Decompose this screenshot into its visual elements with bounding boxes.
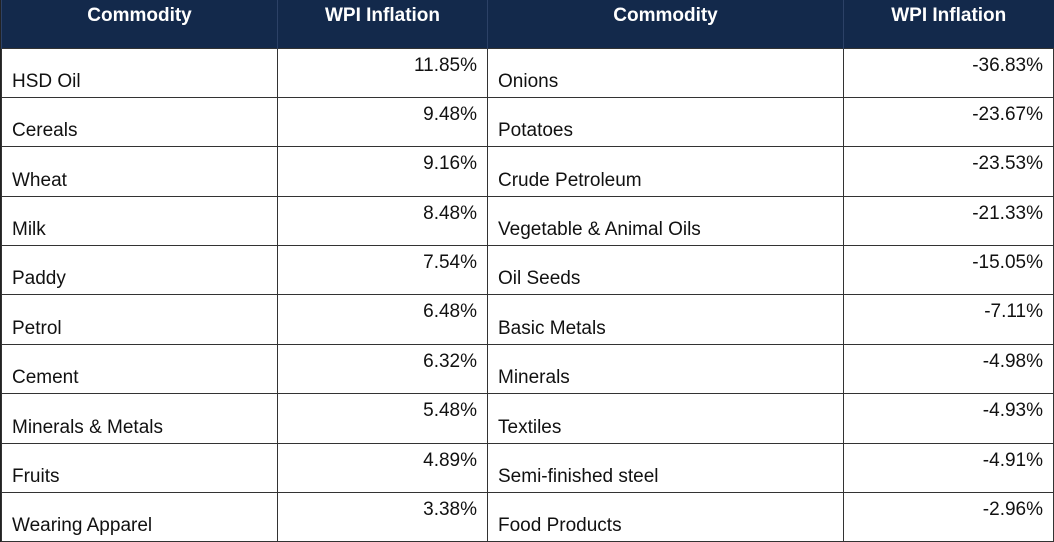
inflation-cell: -21.33% xyxy=(843,195,1054,247)
table-row: Paddy 7.54% Oil Seeds -15.05% xyxy=(1,245,1054,296)
header-cell: WPI Inflation xyxy=(843,0,1054,48)
commodity-cell: Minerals & Metals xyxy=(1,393,278,444)
inflation-cell: -4.98% xyxy=(843,343,1054,395)
commodity-cell: Petrol xyxy=(1,294,278,345)
inflation-cell: -15.05% xyxy=(843,245,1054,296)
commodity-cell: Onions xyxy=(487,47,844,98)
inflation-cell: 9.48% xyxy=(277,96,488,148)
table-row: Wearing Apparel 3.38% Food Products -2.96% xyxy=(1,492,1054,542)
inflation-cell: 9.16% xyxy=(277,146,488,197)
commodity-cell: Crude Petroleum xyxy=(487,146,844,197)
inflation-cell: -4.93% xyxy=(843,393,1054,444)
inflation-cell: -23.53% xyxy=(843,146,1054,197)
table-row: Fruits 4.89% Semi-finished steel -4.91% xyxy=(1,442,1054,494)
table-row: HSD Oil 11.85% Onions -36.83% xyxy=(1,47,1054,98)
header-cell: WPI Inflation xyxy=(277,0,488,48)
commodity-cell: Fruits xyxy=(1,442,278,494)
commodity-cell: Food Products xyxy=(487,492,844,542)
inflation-cell: -2.96% xyxy=(843,492,1054,542)
inflation-cell: 8.48% xyxy=(277,195,488,247)
table-row: Cement 6.32% Minerals -4.98% xyxy=(1,343,1054,395)
table-row: Cereals 9.48% Potatoes -23.67% xyxy=(1,96,1054,148)
commodity-cell: Cereals xyxy=(1,96,278,148)
inflation-cell: 11.85% xyxy=(277,47,488,98)
header-row: Commodity WPI Inflation Commodity WPI Infla… xyxy=(1,0,1054,48)
inflation-cell: 5.48% xyxy=(277,393,488,444)
inflation-cell: -4.91% xyxy=(843,442,1054,494)
commodity-cell: Textiles xyxy=(487,393,844,444)
commodity-cell: Minerals xyxy=(487,343,844,395)
inflation-cell: 6.48% xyxy=(277,294,488,345)
table-row: Milk 8.48% Vegetable & Animal Oils -21.33% xyxy=(1,195,1054,247)
inflation-cell: 4.89% xyxy=(277,442,488,494)
table-row: Minerals & Metals 5.48% Textiles -4.93% xyxy=(1,393,1054,444)
commodity-cell: HSD Oil xyxy=(1,47,278,98)
commodity-cell: Basic Metals xyxy=(487,294,844,345)
inflation-cell: -36.83% xyxy=(843,47,1054,98)
commodity-cell: Semi-finished steel xyxy=(487,442,844,494)
inflation-cell: 6.32% xyxy=(277,343,488,395)
table-body: HSD Oil 11.85% Onions -36.83% Cereals 9.48% Po… xyxy=(1,47,1054,542)
commodity-cell: Cement xyxy=(1,343,278,395)
header-cell: Commodity xyxy=(487,0,844,48)
commodity-cell: Paddy xyxy=(1,245,278,296)
commodity-cell: Milk xyxy=(1,195,278,247)
inflation-cell: 3.38% xyxy=(277,492,488,542)
inflation-cell: 7.54% xyxy=(277,245,488,296)
commodity-cell: Oil Seeds xyxy=(487,245,844,296)
table-row: Wheat 9.16% Crude Petroleum -23.53% xyxy=(1,146,1054,197)
commodity-cell: Vegetable & Animal Oils xyxy=(487,195,844,247)
commodity-cell: Wearing Apparel xyxy=(1,492,278,542)
commodity-cell: Potatoes xyxy=(487,96,844,148)
inflation-cell: -7.11% xyxy=(843,294,1054,345)
commodity-cell: Wheat xyxy=(1,146,278,197)
table-row: Petrol 6.48% Basic Metals -7.11% xyxy=(1,294,1054,345)
header-cell: Commodity xyxy=(1,0,278,48)
inflation-cell: -23.67% xyxy=(843,96,1054,148)
